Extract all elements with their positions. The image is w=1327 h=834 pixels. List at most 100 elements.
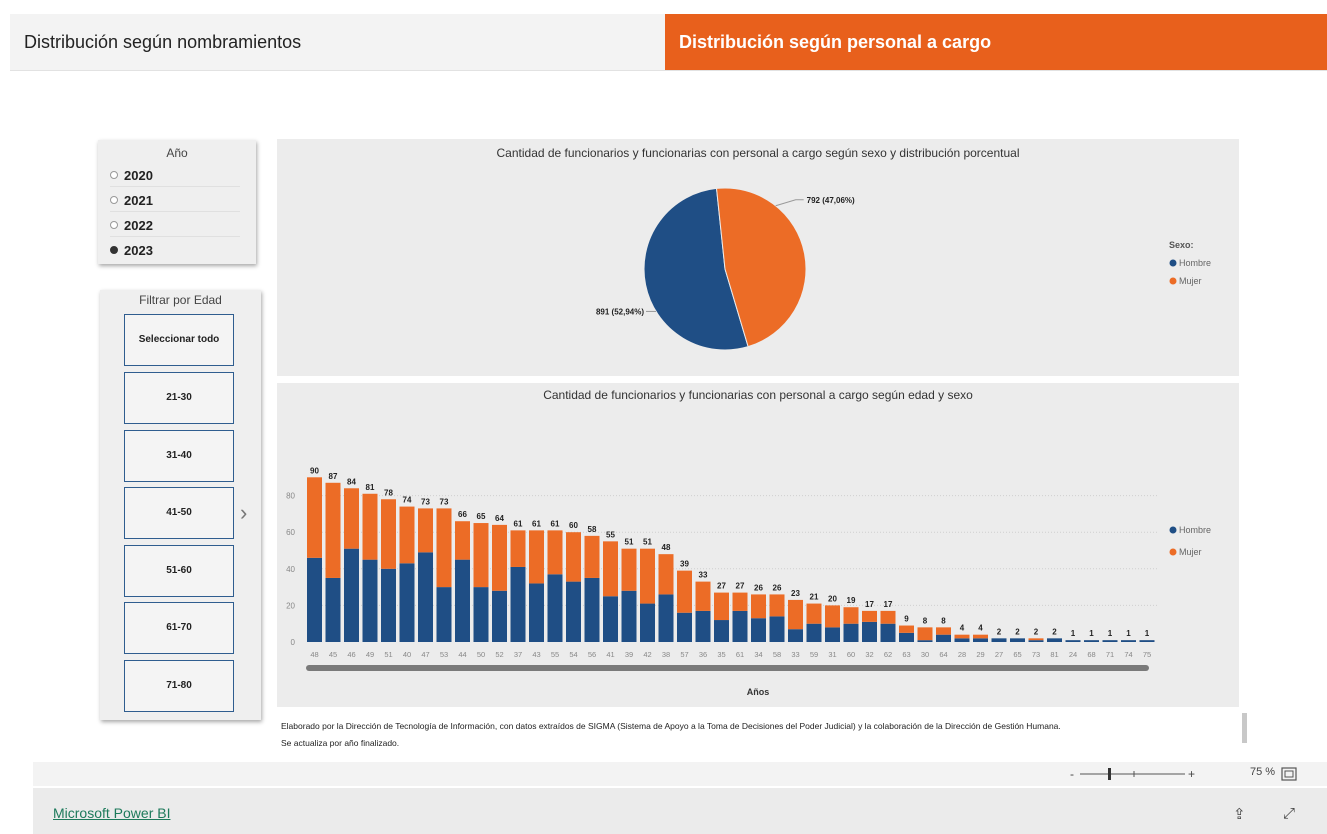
bar-segment-hombre[interactable]	[732, 610, 748, 642]
bar-segment-hombre[interactable]	[640, 603, 655, 642]
bar-segment-hombre[interactable]	[954, 638, 970, 642]
bar-segment-mujer[interactable]	[399, 506, 415, 564]
bar-segment-mujer[interactable]	[510, 530, 526, 567]
bar-segment-hombre[interactable]	[917, 640, 933, 642]
bar-segment-hombre[interactable]	[1121, 640, 1136, 642]
footnote-scrollbar[interactable]	[1242, 713, 1247, 743]
bar-segment-hombre[interactable]	[547, 574, 563, 642]
bar-segment-mujer[interactable]	[751, 594, 766, 619]
bar-segment-hombre[interactable]	[880, 623, 896, 642]
bar-segment-hombre[interactable]	[473, 587, 489, 642]
bar-segment-hombre[interactable]	[1010, 638, 1025, 642]
zoom-out-button[interactable]: -	[1070, 767, 1074, 781]
bar-segment-hombre[interactable]	[1065, 640, 1081, 642]
age-option-71-80[interactable]: 71-80	[124, 660, 234, 712]
age-option-21-30[interactable]: 21-30	[124, 372, 234, 424]
bar-segment-mujer[interactable]	[307, 477, 322, 558]
age-option-41-50[interactable]: 41-50	[124, 487, 234, 539]
bar-segment-hombre[interactable]	[455, 559, 470, 642]
bar-segment-mujer[interactable]	[344, 488, 359, 549]
year-option-2020[interactable]: 2020	[110, 164, 240, 187]
bar-segment-mujer[interactable]	[677, 570, 692, 613]
bar-segment-hombre[interactable]	[1047, 638, 1062, 642]
bar-segment-hombre[interactable]	[399, 563, 415, 642]
bar-segment-mujer[interactable]	[973, 634, 988, 639]
bar-chart-scrollbar[interactable]	[306, 665, 1149, 671]
bar-segment-mujer[interactable]	[621, 548, 637, 591]
bar-segment-hombre[interactable]	[621, 590, 637, 642]
expand-icon[interactable]: ⤢	[1283, 805, 1296, 822]
year-option-2023[interactable]: 2023	[110, 239, 240, 261]
bar-segment-hombre[interactable]	[788, 629, 803, 642]
bar-segment-mujer[interactable]	[547, 530, 563, 575]
bar-segment-mujer[interactable]	[954, 634, 970, 639]
bar-segment-hombre[interactable]	[510, 566, 526, 642]
bar-segment-mujer[interactable]	[714, 592, 729, 621]
bar-segment-mujer[interactable]	[436, 508, 452, 588]
bar-segment-hombre[interactable]	[418, 552, 433, 642]
bar-segment-hombre[interactable]	[862, 621, 877, 642]
bar-segment-hombre[interactable]	[714, 620, 729, 642]
bar-segment-mujer[interactable]	[843, 607, 859, 624]
bar-segment-mujer[interactable]	[899, 625, 914, 633]
bar-segment-mujer[interactable]	[806, 603, 822, 624]
year-option-2022[interactable]: 2022	[110, 214, 240, 237]
bar-segment-mujer[interactable]	[917, 627, 933, 641]
pie-legend-label-mujer[interactable]: Mujer	[1179, 276, 1202, 286]
bar-segment-hombre[interactable]	[806, 623, 822, 642]
bar-segment-mujer[interactable]	[862, 610, 877, 622]
bar-segment-hombre[interactable]	[1084, 640, 1099, 642]
bar-segment-hombre[interactable]	[991, 638, 1007, 642]
bar-segment-hombre[interactable]	[973, 638, 988, 642]
bar-segment-mujer[interactable]	[732, 592, 748, 611]
bar-segment-mujer[interactable]	[473, 523, 489, 588]
bar-segment-hombre[interactable]	[603, 596, 618, 642]
age-option-31-40[interactable]: 31-40	[124, 430, 234, 482]
bar-segment-hombre[interactable]	[307, 557, 322, 642]
bar-segment-mujer[interactable]	[695, 581, 711, 611]
power-bi-link[interactable]: Microsoft Power BI	[53, 805, 171, 821]
share-icon[interactable]: ⇪	[1233, 806, 1246, 823]
bar-legend-label-mujer[interactable]: Mujer	[1179, 547, 1202, 557]
bar-segment-mujer[interactable]	[529, 530, 544, 584]
bar-segment-mujer[interactable]	[381, 499, 396, 569]
age-option-51-60[interactable]: 51-60	[124, 545, 234, 597]
bar-segment-mujer[interactable]	[566, 532, 581, 582]
bar-segment-mujer[interactable]	[492, 524, 507, 591]
bar-segment-mujer[interactable]	[455, 521, 470, 560]
age-option-61-70[interactable]: 61-70	[124, 602, 234, 654]
bar-segment-hombre[interactable]	[529, 583, 544, 642]
bar-segment-mujer[interactable]	[880, 610, 896, 624]
bar-segment-hombre[interactable]	[584, 577, 600, 642]
zoom-slider[interactable]: - +	[1070, 766, 1200, 782]
bar-segment-hombre[interactable]	[843, 623, 859, 642]
bar-segment-hombre[interactable]	[695, 610, 711, 642]
chevron-right-icon[interactable]: ›	[240, 500, 248, 525]
bar-segment-mujer[interactable]	[603, 541, 618, 597]
bar-legend-label-hombre[interactable]: Hombre	[1179, 525, 1211, 535]
pie-legend-label-hombre[interactable]: Hombre	[1179, 258, 1211, 268]
bar-segment-hombre[interactable]	[566, 581, 581, 642]
zoom-in-button[interactable]: +	[1188, 767, 1195, 781]
bar-segment-mujer[interactable]	[584, 535, 600, 578]
year-option-2021[interactable]: 2021	[110, 189, 240, 212]
bar-segment-mujer[interactable]	[769, 594, 785, 617]
bar-segment-hombre[interactable]	[936, 634, 951, 642]
bar-segment-hombre[interactable]	[436, 587, 452, 642]
bar-segment-hombre[interactable]	[362, 559, 378, 642]
bar-segment-mujer[interactable]	[325, 482, 341, 578]
bar-segment-hombre[interactable]	[658, 594, 674, 642]
bar-segment-hombre[interactable]	[769, 616, 785, 642]
bar-segment-hombre[interactable]	[677, 612, 692, 642]
age-option-select-all[interactable]: Seleccionar todo	[124, 314, 234, 366]
bar-segment-hombre[interactable]	[825, 627, 840, 642]
bar-segment-mujer[interactable]	[936, 627, 951, 635]
pie-slice-mujer[interactable]	[715, 187, 807, 348]
bar-segment-hombre[interactable]	[344, 548, 359, 642]
bar-segment-hombre[interactable]	[751, 618, 766, 642]
bar-segment-hombre[interactable]	[1102, 640, 1118, 642]
bar-segment-hombre[interactable]	[492, 590, 507, 642]
zoom-thumb[interactable]	[1108, 768, 1111, 780]
bar-segment-hombre[interactable]	[1139, 640, 1155, 642]
pie-slice-hombre[interactable]	[643, 187, 749, 351]
